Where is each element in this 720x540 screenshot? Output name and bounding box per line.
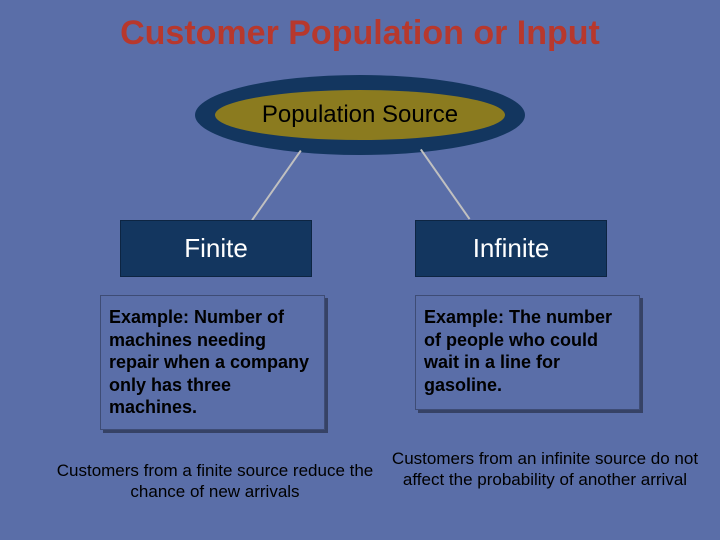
- category-infinite: Infinite: [415, 220, 607, 277]
- example-infinite: Example: The number of people who could …: [415, 295, 640, 410]
- example-finite-text: Example: Number of machines needing repa…: [109, 307, 309, 417]
- note-finite: Customers from a finite source reduce th…: [55, 460, 375, 503]
- note-infinite: Customers from an infinite source do not…: [385, 448, 705, 491]
- connector-left: [251, 150, 301, 221]
- example-infinite-text: Example: The number of people who could …: [424, 307, 612, 395]
- source-label: Population Source: [262, 101, 458, 129]
- category-finite: Finite: [120, 220, 312, 277]
- category-finite-label: Finite: [184, 233, 248, 264]
- category-infinite-label: Infinite: [473, 233, 550, 264]
- connector-right: [420, 149, 470, 220]
- note-finite-text: Customers from a finite source reduce th…: [57, 461, 374, 501]
- slide-title: Customer Population or Input: [0, 14, 720, 53]
- slide: Customer Population or Input Population …: [0, 0, 720, 540]
- example-finite: Example: Number of machines needing repa…: [100, 295, 325, 430]
- source-oval: Population Source: [195, 75, 525, 155]
- note-infinite-text: Customers from an infinite source do not…: [392, 449, 698, 489]
- source-oval-inner: Population Source: [215, 90, 505, 140]
